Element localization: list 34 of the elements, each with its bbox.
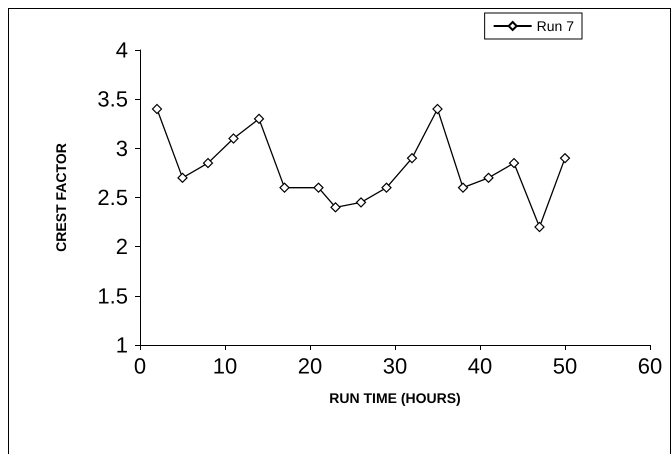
- point: [279, 182, 290, 193]
- point: [458, 182, 468, 193]
- x-tick-label: 40: [468, 354, 492, 378]
- y-tick-label: 1.5: [97, 283, 128, 308]
- point: [508, 158, 520, 168]
- point: [228, 133, 239, 144]
- legend-label: Run 7: [536, 18, 574, 34]
- point: [483, 172, 494, 183]
- y-tick-label: 3: [116, 136, 128, 161]
- point: [560, 153, 570, 164]
- point: [254, 114, 264, 124]
- point: [534, 222, 545, 232]
- point: [313, 182, 324, 193]
- point: [202, 158, 214, 168]
- x-axis-title: RUN TIME (HOURS): [329, 390, 461, 406]
- point: [381, 182, 392, 193]
- point: [330, 202, 341, 212]
- y-tick-label: 2.5: [97, 185, 128, 210]
- y-axis-title: CREST FACTOR: [53, 143, 69, 252]
- y-tick-label: 1: [116, 332, 128, 358]
- x-tick-label: 60: [638, 354, 662, 378]
- y-tick-label: 3.5: [97, 86, 128, 112]
- x-tick-label: 30: [382, 354, 408, 378]
- y-tick-label: 2: [116, 234, 128, 260]
- point: [152, 104, 162, 114]
- point: [177, 172, 188, 183]
- x-tick-label: 20: [298, 354, 322, 378]
- point: [406, 153, 418, 164]
- x-tick-label: 50: [552, 354, 578, 378]
- x-tick-label: 10: [212, 354, 238, 378]
- point: [432, 104, 443, 114]
- y-tick-label: 4: [116, 38, 128, 62]
- x-tick-label: 0: [134, 354, 146, 378]
- point: [356, 197, 366, 208]
